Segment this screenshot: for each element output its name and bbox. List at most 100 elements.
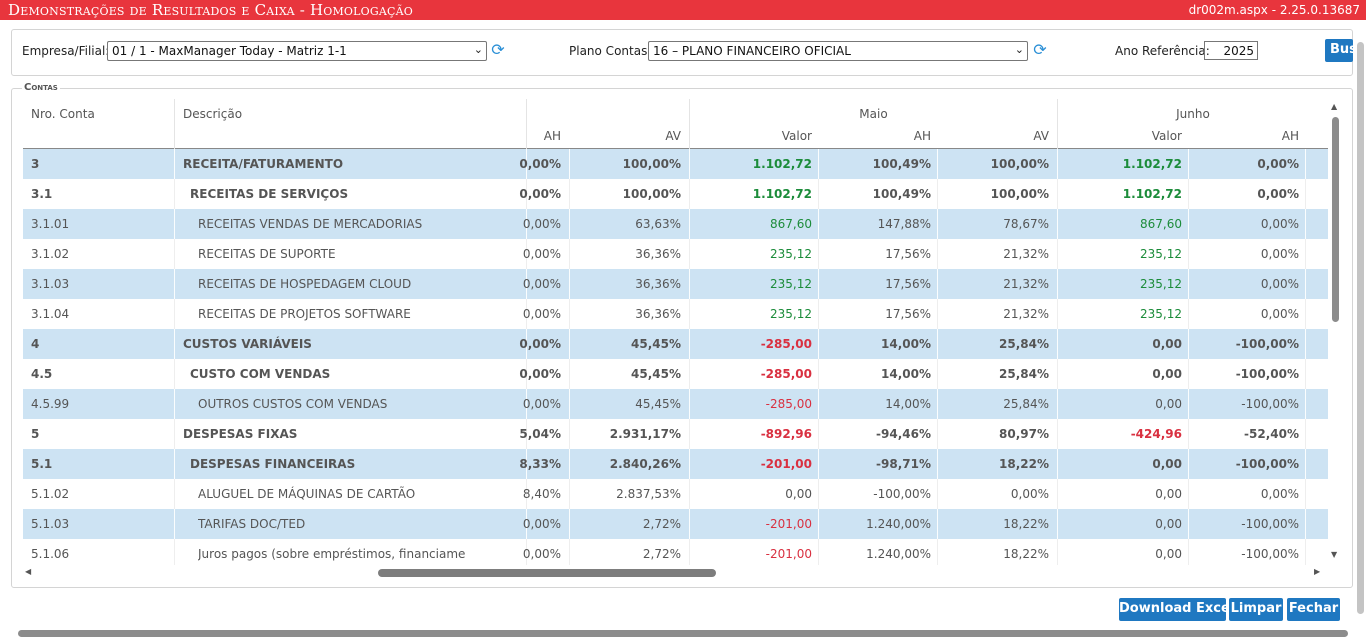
page-horizontal-scroll-thumb[interactable] [18, 630, 1348, 637]
column-divider [526, 479, 527, 509]
filter-panel: Empresa/Filial: 01 / 1 - MaxManager Toda… [11, 29, 1353, 76]
header-junho-valor[interactable]: Valor [1151, 129, 1182, 143]
table-row[interactable]: 5.1.03 TARIFAS DOC/TED 0,00% 2,72% -201,00 1.… [23, 509, 1328, 539]
page-vertical-scroll-thumb[interactable] [1357, 42, 1364, 614]
cell-av-prev: 45,45% [635, 397, 681, 411]
column-divider [1305, 179, 1306, 209]
download-excel-button[interactable]: Download Excel [1119, 598, 1226, 621]
refresh-icon[interactable]: ⟳ [491, 40, 505, 59]
table-row[interactable]: 3 RECEITA/FATURAMENTO 0,00% 100,00% 1.102,72… [23, 149, 1328, 179]
cell-desc: TARIFAS DOC/TED [198, 517, 306, 531]
cell-av-prev: 2,72% [642, 547, 681, 561]
column-divider [1057, 539, 1058, 565]
header-maio-av[interactable]: AV [1033, 129, 1049, 143]
page-horizontal-scrollbar[interactable] [14, 629, 1352, 638]
column-divider [937, 179, 938, 209]
column-divider [818, 359, 819, 389]
scroll-left-icon[interactable]: ◀ [25, 567, 32, 576]
column-divider [818, 209, 819, 239]
contas-fieldset [11, 88, 1353, 588]
header-junho-ah[interactable]: AH [1281, 129, 1299, 143]
cell-ah-prev: 0,00% [522, 517, 561, 531]
header-ah-prev[interactable]: AH [543, 129, 561, 143]
cell-desc: ALUGUEL DE MÁQUINAS DE CARTÃO [198, 487, 416, 501]
contas-legend: Contas [22, 82, 60, 93]
grid-horizontal-scrollbar[interactable]: ◀ ▶ [23, 566, 1328, 580]
table-row[interactable]: 5.1 DESPESAS FINANCEIRAS 8,33% 2.840,26% -20… [23, 449, 1328, 479]
column-divider [174, 359, 175, 389]
table-row[interactable]: 3.1.04 RECEITAS DE PROJETOS SOFTWARE 0,00%… [23, 299, 1328, 329]
column-divider [569, 539, 570, 565]
scroll-up-icon[interactable]: ▲ [1331, 102, 1338, 111]
column-divider [818, 239, 819, 269]
scroll-down-icon[interactable]: ▼ [1331, 550, 1338, 559]
cell-maio-ah: 17,56% [885, 307, 931, 321]
cell-ah-prev: 0,00% [519, 337, 561, 351]
header-maio-ah[interactable]: AH [913, 129, 931, 143]
grid-horizontal-scroll-thumb[interactable] [378, 569, 716, 577]
header-nro-conta[interactable]: Nro. Conta [31, 107, 95, 121]
column-divider [1188, 479, 1189, 509]
column-divider [1057, 209, 1058, 239]
scroll-right-icon[interactable]: ▶ [1314, 567, 1321, 576]
cell-conta: 3.1.01 [31, 217, 70, 231]
column-divider [1057, 269, 1058, 299]
column-divider [1305, 209, 1306, 239]
cell-conta: 5 [31, 427, 40, 441]
column-divider [689, 149, 690, 179]
cell-conta: 5.1.06 [31, 547, 70, 561]
plano-select[interactable]: 16 – PLANO FINANCEIRO OFICIAL ⌄ [648, 41, 1028, 61]
cell-maio-ah: -98,71% [876, 457, 931, 471]
grid-vertical-scrollbar[interactable]: ▲ ▼ [1329, 99, 1341, 565]
table-row[interactable]: 5.1.06 Juros pagos (sobre empréstimos, fi… [23, 539, 1328, 565]
column-divider [569, 299, 570, 329]
cell-av-prev: 36,36% [635, 277, 681, 291]
fechar-button[interactable]: Fechar [1287, 598, 1340, 621]
cell-maio-valor: -285,00 [760, 367, 812, 381]
cell-maio-valor: 867,60 [770, 217, 812, 231]
cell-conta: 3.1.02 [31, 247, 70, 261]
grid-vertical-scroll-thumb[interactable] [1332, 117, 1339, 322]
ano-input[interactable]: 2025 [1204, 41, 1258, 60]
table-row[interactable]: 4.5.99 OUTROS CUSTOS COM VENDAS 0,00% 45,45… [23, 389, 1328, 419]
cell-av-prev: 36,36% [635, 247, 681, 261]
column-divider [818, 449, 819, 479]
table-row[interactable]: 3.1 RECEITAS DE SERVIÇOS 0,00% 100,00% 1.102… [23, 179, 1328, 209]
column-divider [526, 239, 527, 269]
column-divider [1188, 449, 1189, 479]
cell-ah-prev: 0,00% [522, 247, 561, 261]
column-divider [818, 329, 819, 359]
column-divider [937, 509, 938, 539]
table-row[interactable]: 5.1.02 ALUGUEL DE MÁQUINAS DE CARTÃO 8,40%… [23, 479, 1328, 509]
limpar-button[interactable]: Limpar [1229, 598, 1283, 621]
column-divider [526, 359, 527, 389]
buscar-button[interactable]: Buscar [1325, 39, 1353, 62]
table-row[interactable]: 3.1.03 RECEITAS DE HOSPEDAGEM CLOUD 0,00% 3… [23, 269, 1328, 299]
cell-maio-valor: 235,12 [770, 307, 812, 321]
table-row[interactable]: 4.5 CUSTO COM VENDAS 0,00% 45,45% -285,00 14,… [23, 359, 1328, 389]
column-divider [689, 539, 690, 565]
table-row[interactable]: 3.1.02 RECEITAS DE SUPORTE 0,00% 36,36% 235,… [23, 239, 1328, 269]
table-row[interactable]: 3.1.01 RECEITAS VENDAS DE MERCADORIAS 0,00… [23, 209, 1328, 239]
table-row[interactable]: 5 DESPESAS FIXAS 5,04% 2.931,17% -892,96 -94,… [23, 419, 1328, 449]
cell-maio-av: 25,84% [999, 337, 1049, 351]
header-av-prev[interactable]: AV [665, 129, 681, 143]
column-divider [818, 509, 819, 539]
column-divider [689, 359, 690, 389]
page-vertical-scrollbar[interactable] [1355, 20, 1366, 629]
empresa-select[interactable]: 01 / 1 - MaxManager Today - Matriz 1-1 ⌄ [107, 41, 487, 61]
refresh-icon[interactable]: ⟳ [1033, 40, 1047, 59]
cell-maio-av: 18,22% [1003, 547, 1049, 561]
column-divider [1305, 359, 1306, 389]
column-divider [569, 449, 570, 479]
header-descricao[interactable]: Descrição [183, 107, 243, 121]
header-divider [174, 99, 175, 149]
column-divider [1305, 329, 1306, 359]
column-divider [569, 239, 570, 269]
grid-header: Nro. Conta Descrição AH AV Maio Valor AH… [23, 99, 1328, 149]
cell-conta: 3.1.04 [31, 307, 70, 321]
header-maio-valor[interactable]: Valor [781, 129, 812, 143]
table-row[interactable]: 4 CUSTOS VARIÁVEIS 0,00% 45,45% -285,00 14,00… [23, 329, 1328, 359]
cell-maio-av: 80,97% [999, 427, 1049, 441]
column-divider [569, 509, 570, 539]
